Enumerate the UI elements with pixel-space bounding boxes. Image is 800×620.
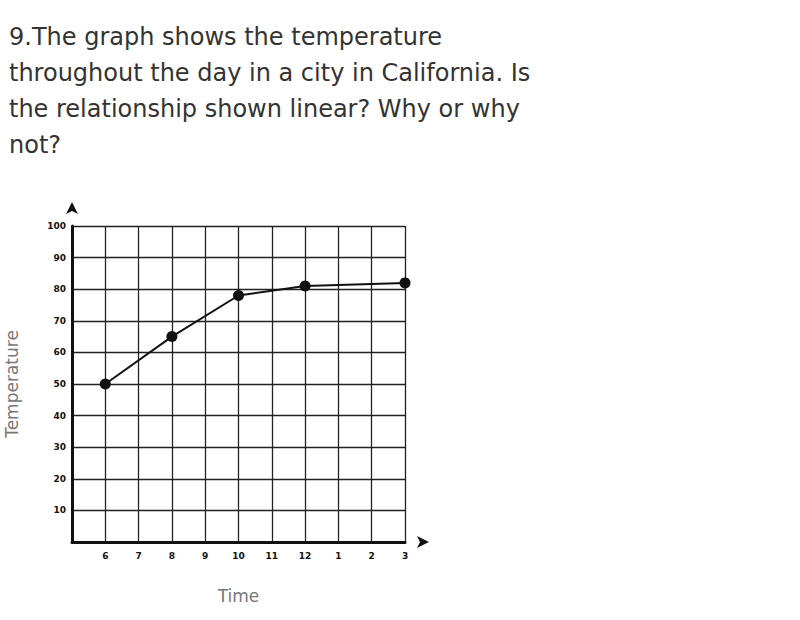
- svg-text:8: 8: [169, 551, 175, 561]
- svg-text:10: 10: [232, 551, 245, 561]
- svg-text:100: 100: [47, 221, 66, 231]
- svg-text:60: 60: [53, 347, 66, 357]
- svg-text:the relationship shown linear?: the relationship shown linear? Why or wh…: [9, 95, 520, 123]
- svg-text:Temperature: Temperature: [2, 330, 22, 439]
- svg-text:2: 2: [369, 551, 375, 561]
- svg-text:6: 6: [102, 551, 108, 561]
- svg-text:7: 7: [135, 551, 141, 561]
- svg-text:20: 20: [53, 474, 66, 484]
- svg-text:40: 40: [53, 411, 66, 421]
- svg-text:throughout the day in a city i: throughout the day in a city in Californ…: [9, 59, 530, 87]
- svg-text:90: 90: [53, 253, 66, 263]
- svg-text:1: 1: [335, 551, 341, 561]
- svg-text:12: 12: [299, 551, 312, 561]
- svg-text:3: 3: [402, 551, 408, 561]
- svg-text:50: 50: [53, 379, 66, 389]
- svg-text:10: 10: [53, 505, 66, 515]
- svg-text:9: 9: [202, 551, 208, 561]
- svg-text:80: 80: [53, 284, 66, 294]
- svg-text:30: 30: [53, 442, 66, 452]
- svg-text:70: 70: [53, 316, 66, 326]
- svg-text:11: 11: [266, 551, 279, 561]
- svg-text:9.The graph shows the temperat: 9.The graph shows the temperature: [9, 23, 442, 51]
- svg-text:Time: Time: [217, 586, 260, 606]
- svg-text:not?: not?: [9, 131, 61, 159]
